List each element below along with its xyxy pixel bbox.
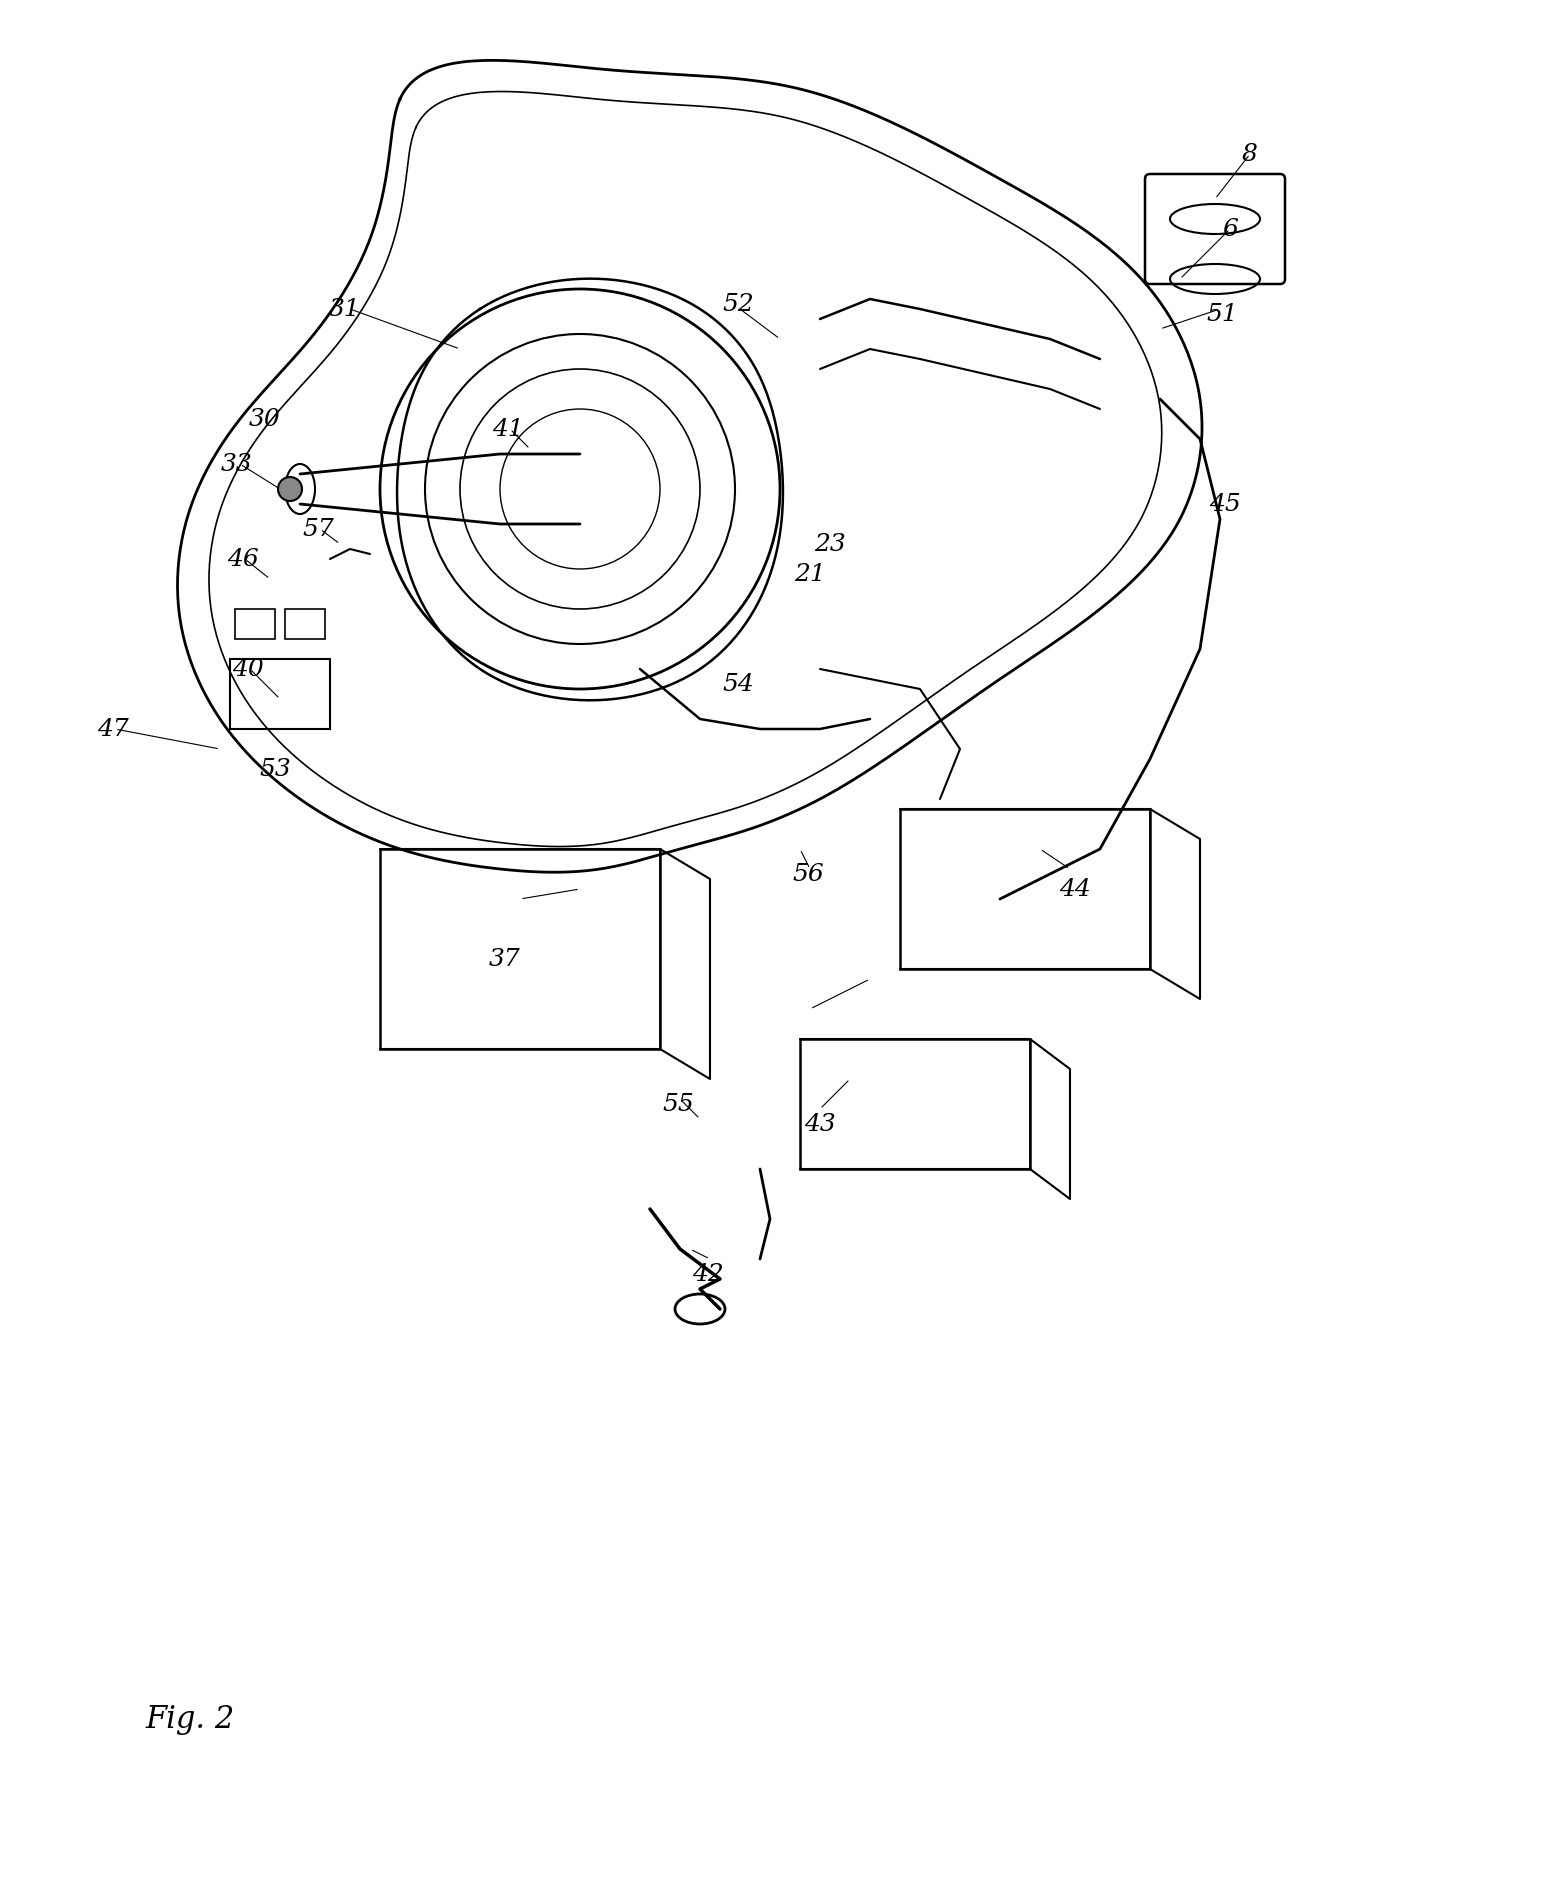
Text: 44: 44: [1059, 878, 1090, 901]
Text: 23: 23: [815, 534, 846, 556]
Text: 43: 43: [804, 1113, 835, 1136]
Text: 40: 40: [231, 658, 264, 681]
Text: 41: 41: [493, 417, 524, 442]
Text: 56: 56: [791, 863, 824, 885]
Ellipse shape: [285, 464, 314, 515]
Text: 37: 37: [490, 948, 521, 970]
Text: 33: 33: [221, 453, 253, 476]
Text: 8: 8: [1242, 143, 1257, 167]
Text: 57: 57: [302, 519, 333, 541]
Text: 52: 52: [723, 293, 754, 316]
Text: 51: 51: [1206, 303, 1237, 327]
Text: 45: 45: [1209, 493, 1240, 517]
Text: 55: 55: [662, 1092, 694, 1117]
Text: 46: 46: [227, 549, 260, 572]
Text: 31: 31: [328, 299, 361, 321]
Text: 21: 21: [795, 564, 826, 587]
Text: 42: 42: [693, 1263, 724, 1286]
Text: 6: 6: [1221, 218, 1239, 241]
Text: 47: 47: [97, 718, 128, 741]
Circle shape: [278, 478, 302, 502]
Text: 30: 30: [249, 408, 282, 431]
Text: 54: 54: [723, 673, 754, 696]
Text: Fig. 2: Fig. 2: [145, 1703, 235, 1735]
Text: 53: 53: [260, 758, 291, 780]
